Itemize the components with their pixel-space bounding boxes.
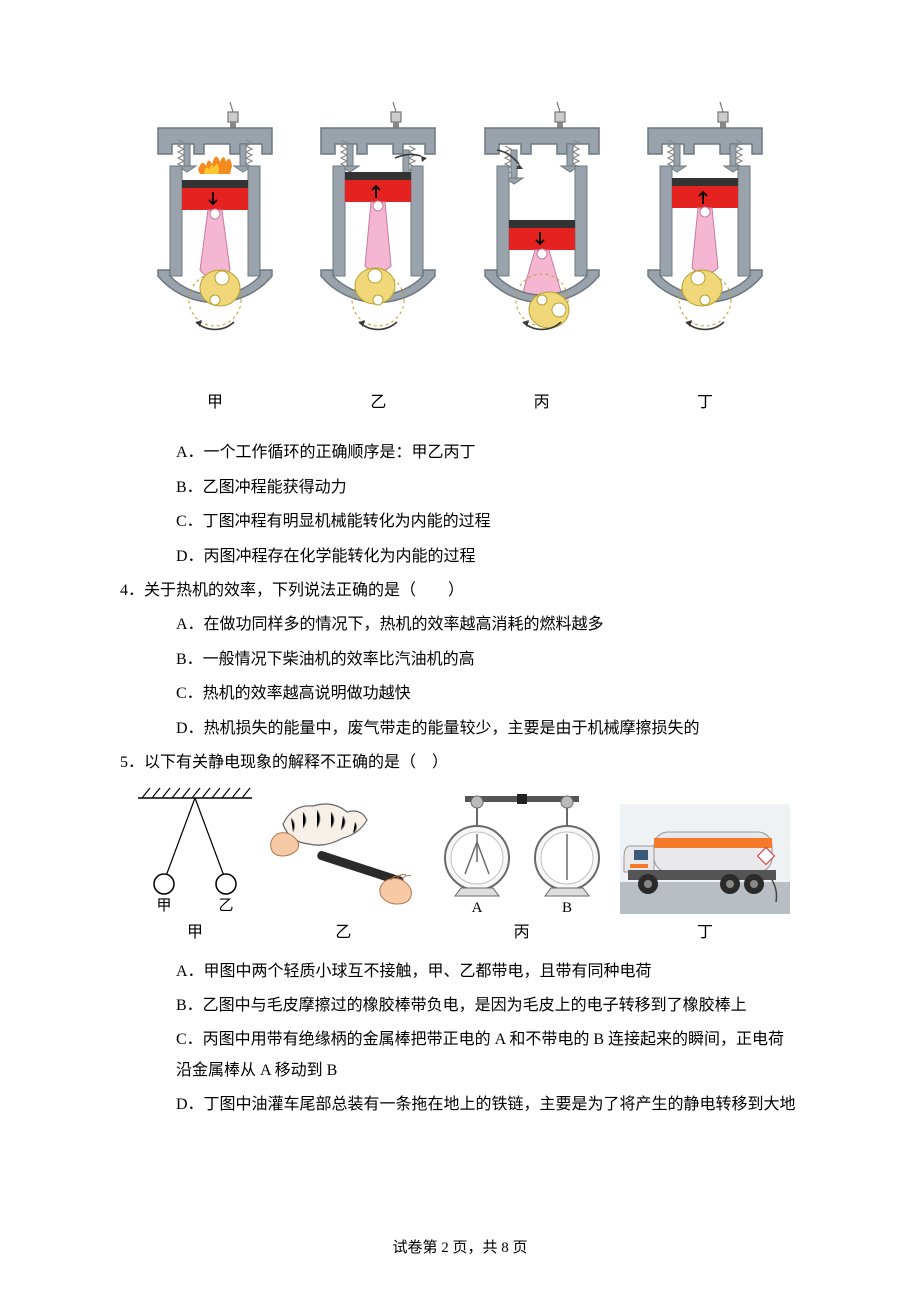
static-fig-jia: 甲 乙 — [130, 784, 260, 914]
ball-label-yi: 乙 — [218, 898, 233, 914]
engine-label-ding: 丁 — [630, 388, 780, 418]
static-fig-yi — [263, 794, 423, 914]
q3-option-d: D．丙图冲程存在化学能转化为内能的过程 — [120, 542, 800, 572]
ball-label-jia: 甲 — [156, 898, 171, 914]
engine-label-jia: 甲 — [140, 388, 290, 418]
page-footer: 试卷第 2 页，共 8 页 — [0, 1234, 920, 1263]
q3-option-a: A．一个工作循环的正确顺序是：甲乙丙丁 — [120, 438, 800, 468]
engine-jia — [140, 100, 290, 380]
static-label-bing: 丙 — [427, 918, 617, 948]
combustion-flame — [198, 156, 232, 174]
static-fig-ding — [620, 804, 790, 914]
static-figures-row: 甲 乙 — [120, 784, 800, 914]
engine-ding — [630, 100, 780, 380]
q4-option-c: C．热机的效率越高说明做功越快 — [120, 679, 800, 709]
engine-label-bing: 丙 — [467, 388, 617, 418]
scope-label-a: A — [471, 900, 482, 914]
q3-option-c: C．丁图冲程有明显机械能转化为内能的过程 — [120, 507, 800, 537]
engine-label-yi: 乙 — [303, 388, 453, 418]
q5-stem: 5．以下有关静电现象的解释不正确的是（ ） — [120, 748, 800, 778]
static-label-ding: 丁 — [620, 918, 790, 948]
engine-stroke-diagrams — [120, 100, 800, 380]
scope-label-b: B — [562, 900, 572, 914]
q3-option-b: B．乙图冲程能获得动力 — [120, 473, 800, 503]
q5-option-d: D．丁图中油灌车尾部总装有一条拖在地上的铁链，主要是为了将产生的静电转移到大地 — [120, 1090, 800, 1120]
static-label-jia: 甲 — [130, 918, 260, 948]
q5-option-c: C．丙图中用带有绝缘柄的金属棒把带正电的 A 和不带电的 B 连接起来的瞬间，正… — [120, 1025, 800, 1086]
q4-stem: 4．关于热机的效率，下列说法正确的是（ ） — [120, 576, 800, 606]
q4-option-a: A．在做功同样多的情况下，热机的效率越高消耗的燃料越多 — [120, 610, 800, 640]
engine-bing — [467, 100, 617, 380]
q5-option-a: A．甲图中两个轻质小球互不接触，甲、乙都带电，且带有同种电荷 — [120, 957, 800, 987]
engine-yi — [303, 100, 453, 380]
static-fig-bing: A B — [427, 784, 617, 914]
q4-option-b: B．一般情况下柴油机的效率比汽油机的高 — [120, 645, 800, 675]
static-label-yi: 乙 — [263, 918, 423, 948]
static-labels-row: 甲 乙 丙 丁 — [120, 918, 800, 948]
engine-labels-row: 甲 乙 丙 丁 — [120, 388, 800, 418]
q5-option-b: B．乙图中与毛皮摩擦过的橡胶棒带负电，是因为毛皮上的电子转移到了橡胶棒上 — [120, 991, 800, 1021]
q4-option-d: D．热机损失的能量中，废气带走的能量较少，主要是由于机械摩擦损失的 — [120, 714, 800, 744]
